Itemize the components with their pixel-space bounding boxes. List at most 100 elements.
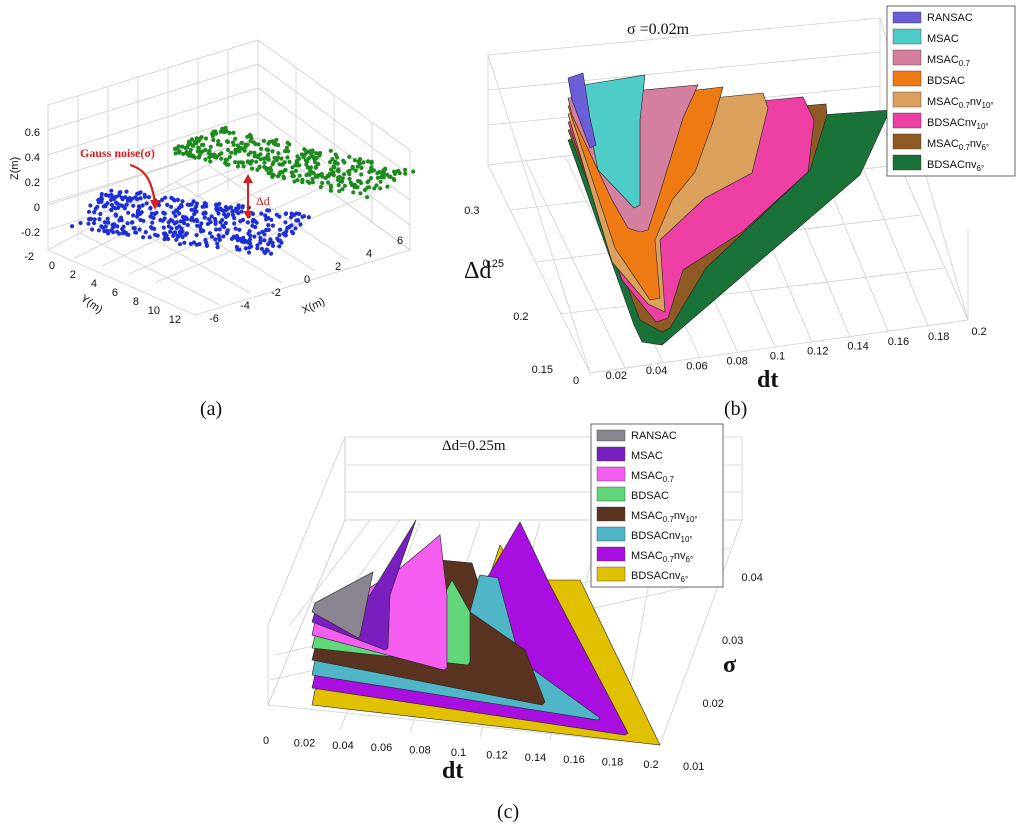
panel-a-point-lower (166, 220, 171, 225)
panel-a-point-upper (337, 189, 342, 194)
panel-a-point-lower (277, 244, 282, 249)
panel-a-point-lower (217, 235, 222, 240)
panel-c-legend-label: MSAC0.7 (631, 470, 674, 484)
panel-a-point-lower (128, 196, 133, 202)
panel-a-point-upper (335, 161, 340, 166)
panel-a-point-upper (314, 151, 319, 156)
panel-a-point-lower (111, 225, 116, 230)
panel-a-point-upper (290, 165, 295, 170)
panel-a-point-upper (317, 151, 322, 156)
panel-a-point-lower (165, 202, 170, 207)
panel-a-point-upper (235, 164, 240, 169)
panel-b-x-tick: 0 (573, 375, 579, 387)
panel-a-point-upper (323, 175, 328, 181)
panel-b-x-tick: 0.16 (888, 336, 909, 348)
panel-a-point-lower (174, 225, 179, 231)
panel-a-point-lower (103, 203, 108, 208)
panel-a-point-upper (346, 169, 351, 174)
panel-b-ylabel: Δd (464, 258, 491, 284)
panel-a-z-tick: -0.2 (21, 227, 40, 239)
panel-a-point-lower (255, 246, 260, 251)
panel-a-point-lower (177, 229, 182, 235)
panel-a-point-upper (246, 152, 251, 157)
panel-a-point-lower (214, 202, 219, 207)
panel-c-x-tick: 0.12 (486, 749, 507, 761)
panel-a-point-lower (229, 236, 234, 241)
panel-a-x-tick: -6 (209, 313, 219, 325)
panel-a-point-lower (255, 243, 260, 248)
panel-a-point-lower (247, 245, 252, 250)
panel-a-point-upper (328, 160, 333, 165)
panel-a-point-lower (216, 211, 221, 216)
panel-a-point-lower (105, 216, 110, 221)
panel-a-point-upper (340, 176, 345, 181)
panel-a-point-upper (198, 136, 203, 141)
panel-a-point-upper (295, 154, 300, 159)
panel-a-point-upper (211, 137, 216, 143)
panel-a-y-tick: 8 (133, 296, 139, 308)
panel-a-point-lower (258, 235, 263, 241)
panel-b-xlabel: dt (757, 367, 778, 393)
panel-a-point-lower (226, 212, 231, 217)
panel-a-point-lower (134, 197, 140, 202)
panel-a-point-lower (270, 243, 276, 248)
panel-a-point-lower (205, 221, 210, 227)
panel-a-point-upper (302, 147, 307, 152)
panel-b-y-tick: 0.2 (513, 311, 528, 323)
panel-a-point-lower (209, 214, 214, 219)
panel-a-point-upper (368, 176, 374, 181)
panel-a-point-upper (284, 145, 289, 150)
panel-a-point-lower (91, 220, 97, 226)
panel-c-x-tick: 0 (263, 735, 269, 747)
panel-a-point-lower (88, 203, 93, 208)
panel-a-point-upper (233, 136, 238, 141)
panel-a-point-lower (283, 211, 288, 216)
panel-a-point-upper (219, 156, 224, 161)
panel-a-point-lower (126, 210, 131, 215)
panel-a-point-upper (185, 145, 190, 150)
panel-a-point-lower (124, 202, 129, 207)
panel-a-point-upper (385, 184, 390, 189)
panel-b-legend-swatch (892, 49, 922, 66)
panel-c-layers (311, 519, 661, 746)
panel-a-point-lower (247, 229, 252, 234)
panel-a-point-lower (240, 204, 245, 209)
panel-a-point-upper (403, 171, 408, 176)
panel-a-point-upper (240, 160, 245, 165)
panel-a-point-lower (245, 240, 251, 245)
panel-a-point-upper (233, 149, 238, 154)
panel-a-point-upper (307, 180, 312, 185)
panel-a-point-lower (172, 221, 177, 226)
panel-a-point-upper (310, 180, 315, 185)
panel-a-point-upper (226, 147, 231, 153)
panel-a-point-lower (293, 226, 298, 231)
panel-a-annotation-delta: Δd (256, 194, 270, 208)
panel-a-point-lower (194, 233, 199, 238)
panel-a-point-upper (300, 180, 305, 185)
panel-a-point-upper (340, 179, 345, 184)
panel-a-point-lower (125, 221, 130, 226)
panel-a-point-upper (222, 130, 227, 135)
panel-a-point-lower (283, 220, 288, 225)
panel-a-point-upper (272, 155, 277, 160)
panel-a-point-upper (329, 167, 334, 172)
panel-a-y-tick: 6 (112, 287, 118, 299)
panel-c-legend-item: BDSACnv6° (596, 566, 688, 584)
panel-c-legend-label: MSAC (631, 450, 663, 462)
panel-a-point-lower (251, 217, 256, 222)
panel-a-point-lower (134, 230, 139, 235)
panel-b-legend-swatch (892, 11, 922, 24)
panel-a-point-upper (318, 185, 323, 190)
panel-a-point-lower (171, 210, 176, 215)
panel-a-point-upper (369, 168, 374, 174)
panel-a-point-lower (150, 220, 155, 225)
panel-a-point-upper (342, 172, 347, 177)
panel-a-point-lower (230, 208, 235, 214)
panel-a-point-lower (269, 217, 274, 222)
panel-a-point-upper (264, 147, 269, 152)
panel-a-point-upper (307, 172, 312, 177)
panel-a-point-lower (98, 211, 103, 217)
panel-a-point-lower (192, 212, 197, 217)
panel-b-legend-swatch (892, 70, 922, 87)
panel-a-point-lower (236, 203, 241, 208)
